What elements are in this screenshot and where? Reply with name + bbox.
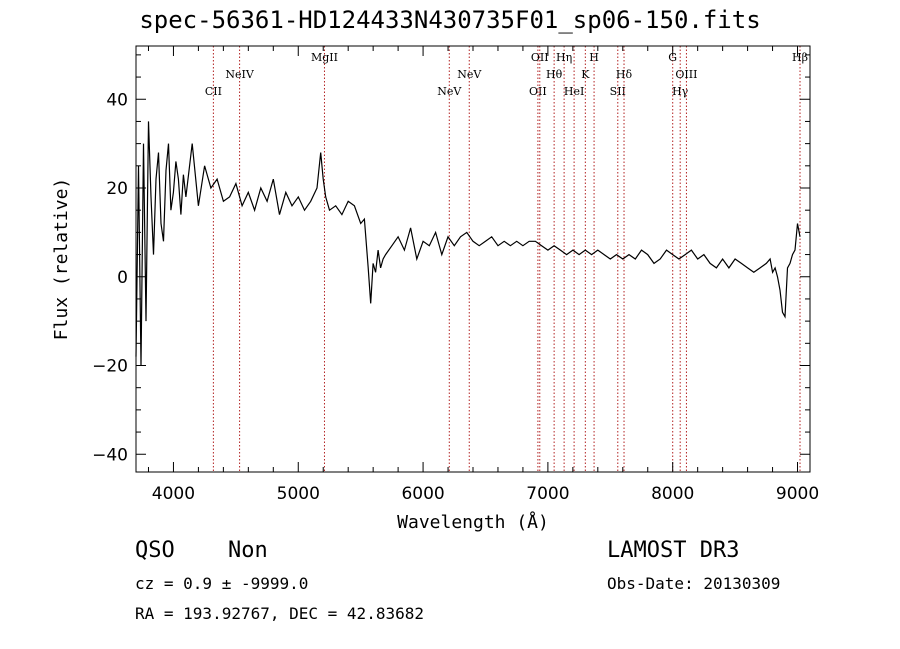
page-title: spec-56361-HD124433N430735F01_sp06-150.f… xyxy=(139,6,761,34)
line-marker-label: Hη xyxy=(556,51,572,64)
object-subclass: Non xyxy=(228,538,268,563)
obs-date: Obs-Date: 20130309 xyxy=(607,574,781,593)
line-marker-label: Hθ xyxy=(546,68,563,81)
line-marker-label: OII xyxy=(531,51,549,64)
y-tick-label: 40 xyxy=(106,90,128,110)
x-tick-label: 5000 xyxy=(277,484,320,504)
y-tick-label: −40 xyxy=(92,445,128,465)
y-tick-label: 20 xyxy=(106,179,128,199)
line-marker-label: OIII xyxy=(675,68,697,81)
survey-name: LAMOST DR3 xyxy=(607,538,740,563)
line-marker-label: CII xyxy=(205,85,222,98)
line-marker-label: MgII xyxy=(311,51,338,64)
line-marker-label: HeI xyxy=(564,85,584,98)
x-axis-label: Wavelength (Å) xyxy=(397,511,549,533)
line-marker-label: K xyxy=(581,68,590,81)
spectrum-line xyxy=(135,121,801,366)
ra-dec: RA = 193.92767, DEC = 42.83682 xyxy=(135,604,424,623)
line-marker-label: SII xyxy=(610,85,626,98)
line-marker-label: NeV xyxy=(437,85,462,98)
line-marker-label: H xyxy=(589,51,599,64)
line-marker-label: NeIV xyxy=(225,68,254,81)
x-tick-label: 4000 xyxy=(152,484,195,504)
line-marker-label: G xyxy=(668,51,677,64)
plot-frame xyxy=(135,45,811,473)
x-tick-label: 8000 xyxy=(651,484,694,504)
y-tick-label: −20 xyxy=(92,357,128,377)
line-marker-label: NeV xyxy=(457,68,482,81)
line-marker-label: Hδ xyxy=(616,68,633,81)
y-tick-label: 0 xyxy=(117,268,128,288)
y-axis-label: Flux (relative) xyxy=(51,178,72,341)
x-tick-label: 9000 xyxy=(776,484,819,504)
redshift-cz: cz = 0.9 ± -9999.0 xyxy=(135,574,309,593)
x-tick-label: 6000 xyxy=(401,484,444,504)
line-marker-label: Hγ xyxy=(672,85,689,98)
object-class: QSO xyxy=(135,538,175,563)
line-marker-label: OII xyxy=(529,85,547,98)
x-tick-label: 7000 xyxy=(526,484,569,504)
line-marker-label: Hβ xyxy=(792,51,808,64)
